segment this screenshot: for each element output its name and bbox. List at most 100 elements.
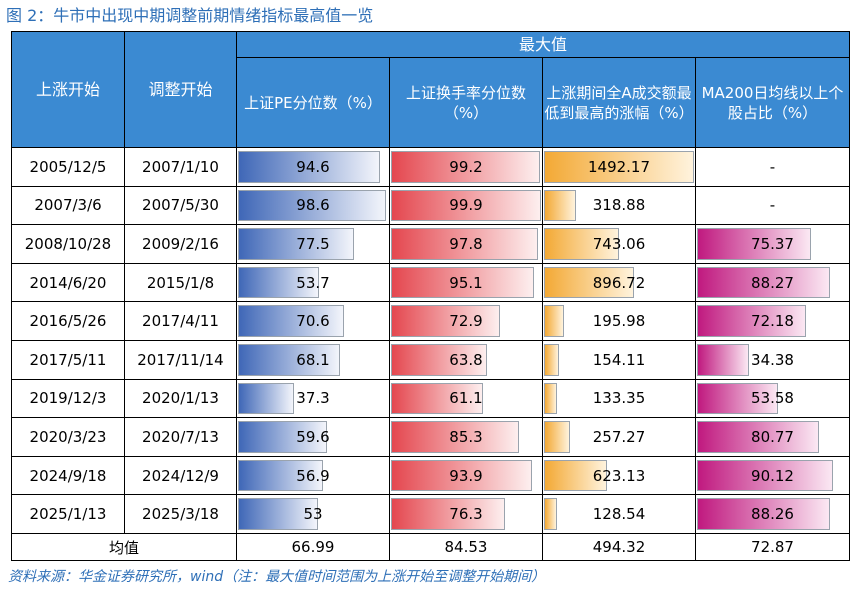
value-ma200: 90.12 <box>751 466 794 485</box>
bar-amount <box>544 189 577 222</box>
value-turnover: 99.2 <box>449 157 483 176</box>
cell-pe: 56.9 <box>236 455 390 496</box>
bar-ma200 <box>697 498 831 530</box>
value-turnover: 97.8 <box>449 234 483 253</box>
cell-adjust-date: 2020/7/13 <box>124 417 237 457</box>
value-ma200: 88.26 <box>751 505 794 524</box>
bar-turnover <box>391 266 534 299</box>
bar-ma200 <box>697 421 819 453</box>
header-start: 上涨开始 <box>11 31 125 148</box>
bar-turnover <box>391 459 532 492</box>
cell-amount: 896.72 <box>542 262 696 303</box>
value-pe: 56.9 <box>296 466 330 485</box>
cell-adjust-date: 2025/3/18 <box>124 494 237 534</box>
average-row: 均值 66.99 84.53 494.32 72.87 <box>11 533 851 561</box>
average-ma200: 72.87 <box>694 533 851 561</box>
cell-start-date: 2016/5/26 <box>11 301 125 341</box>
cell-adjust-date: 2020/1/13 <box>124 378 237 419</box>
value-turnover: 99.9 <box>449 196 483 215</box>
value-ma200: 72.18 <box>751 312 794 331</box>
cell-start-date: 2025/1/13 <box>11 494 125 534</box>
table-row: 2020/3/23 2020/7/13 59.6 85.3 257.27 80.77 <box>11 417 851 457</box>
value-ma200: 80.77 <box>751 427 794 446</box>
cell-start-date: 2007/3/6 <box>11 185 125 226</box>
value-pe: 53 <box>303 505 323 524</box>
value-turnover: 85.3 <box>449 427 483 446</box>
value-turnover: 76.3 <box>449 505 483 524</box>
figure-title: 图 2：牛市中出现中期调整前期情绪指标最高值一览 <box>6 6 374 25</box>
cell-start-date: 2017/5/11 <box>11 339 125 380</box>
value-amount: 257.27 <box>592 427 646 446</box>
value-ma200: 34.38 <box>751 350 794 369</box>
cell-turnover: 97.8 <box>389 224 543 264</box>
bar-ma200 <box>697 382 778 415</box>
table-row: 2025/1/13 2025/3/18 53 76.3 128.54 88.26 <box>11 494 851 534</box>
table-row: 2007/3/6 2007/5/30 98.6 99.9 318.88 - <box>11 185 851 226</box>
cell-turnover: 72.9 <box>389 301 543 341</box>
bar-amount <box>544 498 557 530</box>
cell-start-date: 2005/12/5 <box>11 147 125 187</box>
cell-ma200: 80.77 <box>694 417 851 457</box>
sentiment-table: 上涨开始 调整开始 最大值 上证PE分位数（%） 上证换手率分位数（%） 上涨期… <box>11 31 851 561</box>
table-row: 2008/10/28 2009/2/16 77.5 97.8 743.06 75.37 <box>11 224 851 264</box>
value-turnover: 61.1 <box>449 389 483 408</box>
bar-pe <box>238 189 386 222</box>
table-row: 2014/6/20 2015/1/8 53.7 95.1 896.72 88.27 <box>11 262 851 303</box>
value-pe: 68.1 <box>296 350 330 369</box>
cell-adjust-date: 2009/2/16 <box>124 224 237 264</box>
header-group-max: 最大值 <box>235 31 851 58</box>
value-amount: 1492.17 <box>587 157 651 176</box>
bar-amount <box>544 382 558 415</box>
value-amount: 133.35 <box>592 389 646 408</box>
cell-amount: 154.11 <box>542 339 696 380</box>
cell-amount: 128.54 <box>542 494 696 534</box>
cell-turnover: 63.8 <box>389 339 543 380</box>
table-row: 2024/9/18 2024/12/9 56.9 93.9 623.13 90.12 <box>11 455 851 496</box>
bar-ma200 <box>697 305 806 337</box>
cell-turnover: 61.1 <box>389 378 543 419</box>
cell-amount: 1492.17 <box>542 147 696 187</box>
cell-amount: 133.35 <box>542 378 696 419</box>
value-pe: 98.6 <box>296 196 330 215</box>
cell-ma200: - <box>694 147 851 187</box>
value-amount: 318.88 <box>592 196 646 215</box>
bar-amount <box>544 305 564 337</box>
average-label: 均值 <box>11 533 237 561</box>
cell-turnover: 95.1 <box>389 262 543 303</box>
value-amount: 128.54 <box>592 505 646 524</box>
header-ma200-ratio: MA200日均线以上个股占比（%） <box>694 57 851 148</box>
cell-amount: 257.27 <box>542 417 696 457</box>
cell-ma200: 88.27 <box>694 262 851 303</box>
value-pe: 77.5 <box>296 234 330 253</box>
value-pe: 53.7 <box>296 273 330 292</box>
bar-turnover <box>391 151 540 183</box>
value-pe: 37.3 <box>296 389 330 408</box>
bar-pe <box>238 382 294 415</box>
value-ma200: 75.37 <box>751 234 794 253</box>
cell-adjust-date: 2007/5/30 <box>124 185 237 226</box>
cell-start-date: 2019/12/3 <box>11 378 125 419</box>
value-turnover: 95.1 <box>449 273 483 292</box>
average-turnover: 84.53 <box>389 533 543 561</box>
bar-pe <box>238 498 318 530</box>
bar-turnover <box>391 343 487 376</box>
value-turnover: 72.9 <box>449 312 483 331</box>
bar-amount <box>544 459 607 492</box>
bar-pe <box>238 421 328 453</box>
value-amount: 195.98 <box>592 312 646 331</box>
cell-ma200: 88.26 <box>694 494 851 534</box>
cell-start-date: 2008/10/28 <box>11 224 125 264</box>
table-row: 2016/5/26 2017/4/11 70.6 72.9 195.98 72.18 <box>11 301 851 341</box>
bar-ma200 <box>697 343 749 376</box>
header-pe-percentile: 上证PE分位数（%） <box>236 57 390 148</box>
cell-pe: 98.6 <box>236 185 390 226</box>
value-ma200: - <box>769 196 776 215</box>
bar-ma200 <box>697 266 831 299</box>
cell-pe: 70.6 <box>236 301 390 341</box>
bar-amount <box>544 228 619 260</box>
value-amount: 743.06 <box>592 234 646 253</box>
table-body: 2005/12/5 2007/1/10 94.6 99.2 1492.17-2007/3… <box>11 147 851 534</box>
header-adjust: 调整开始 <box>124 31 237 148</box>
value-ma200: 53.58 <box>751 389 794 408</box>
cell-amount: 623.13 <box>542 455 696 496</box>
